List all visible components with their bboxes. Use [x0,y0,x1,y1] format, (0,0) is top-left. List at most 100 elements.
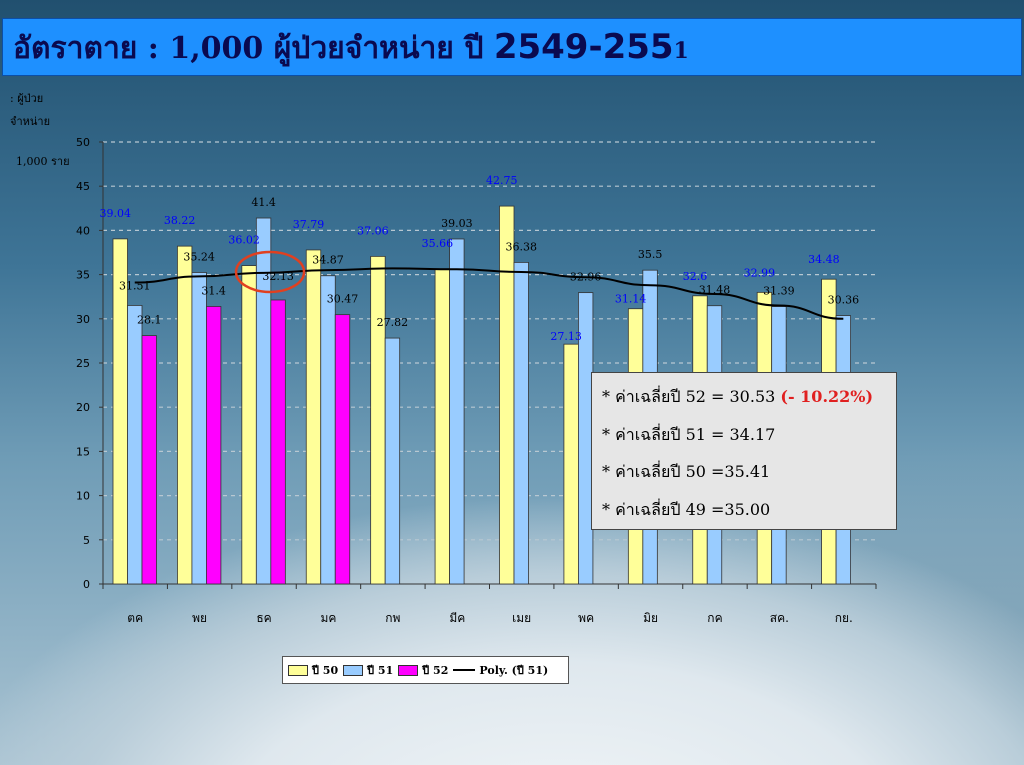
data-label: 27.82 [377,316,409,329]
bar-52-3 [334,314,351,585]
bar-51-1 [191,272,207,585]
legend-label: ปี 50 [312,664,339,677]
data-label: 35.66 [422,237,454,250]
data-label: 36.02 [228,234,260,247]
legend-item: ปี 50 [288,661,338,679]
legend-swatch [398,664,419,676]
bar-50-7 [563,343,579,585]
legend-label: ปี 52 [422,664,449,677]
data-label: 31.48 [699,284,731,297]
bar-51-0 [127,305,143,585]
y-tick-label: 10 [76,490,90,503]
data-label: 32.13 [262,270,294,283]
unit-label-line-1: : ผู้ป่วย [10,92,44,105]
data-label: 38.22 [164,214,196,227]
x-tick-label: กพ [385,611,400,625]
y-tick-label: 20 [76,401,90,414]
data-label: 28.1 [137,314,162,327]
bar-51-6 [513,262,529,585]
y-tick-label: 45 [76,180,90,193]
x-tick-label: ธค [256,611,271,625]
data-label: 31.4 [201,284,226,297]
data-label: 35.5 [638,248,663,261]
unit-label-line-3: 1,000 ราย [16,155,70,168]
bar-51-3 [320,275,336,585]
y-tick-label: 15 [76,445,90,458]
legend-item: Poly. (ปี 51) [453,661,548,679]
y-tick-label: 50 [76,136,90,149]
bar-50-3 [305,249,322,585]
bar-50-4 [370,255,386,585]
legend-item: ปี 52 [398,661,448,679]
y-tick-label: 35 [76,269,90,282]
title-bar: อัตราตาย : 1,000 ผู้ป่วยจำหน่าย ปี 2549-… [2,18,1022,76]
bar-52-1 [206,306,222,585]
x-tick-label: สค. [770,611,789,625]
legend-line-swatch [453,669,476,671]
legend-item: ปี 51 [343,661,393,679]
title-years: 2549-255 [493,27,674,67]
bar-50-5 [434,268,450,585]
bar-50-6 [499,205,515,585]
x-tick-label: มิย [643,611,658,625]
bar-50-1 [177,245,193,585]
data-label: 35.24 [183,250,215,263]
legend-label: Poly. (ปี 51) [479,664,549,677]
y-tick-label: 0 [83,578,90,591]
data-label: 37.79 [293,218,325,231]
data-label: 42.75 [486,174,518,187]
x-tick-label: พย [192,611,207,625]
title-suffix: 1 [673,38,689,64]
data-label: 32.96 [570,271,602,284]
average-label: * ค่าเฉลี่ยปี 50 =35.41 [602,462,771,481]
slide-title: อัตราตาย : 1,000 ผู้ป่วยจำหน่าย ปี 2549-… [13,27,689,71]
x-tick-label: ตค [127,611,143,625]
bar-51-4 [384,337,401,585]
average-change: (- 10.22%) [780,387,874,406]
averages-box: * ค่าเฉลี่ยปี 52 = 30.53 (- 10.22%) * ค่า… [591,372,897,530]
data-label: 32.99 [744,266,776,279]
data-label: 30.36 [828,294,860,307]
average-line-2: * ค่าเฉลี่ยปี 50 =35.41 [602,460,896,498]
bar-51-5 [449,238,465,585]
highlight-ellipse [234,250,306,294]
legend-swatch [343,664,364,676]
data-label: 31.39 [763,285,795,298]
bar-50-2 [241,265,257,585]
legend-label: ปี 51 [367,664,394,677]
bar-52-2 [270,299,286,585]
x-tick-label: กย. [835,611,853,625]
data-label: 39.04 [100,207,132,220]
data-label: 30.47 [327,293,359,306]
bar-52-0 [141,335,157,585]
average-label: * ค่าเฉลี่ยปี 51 = 34.17 [602,424,776,444]
data-label: 41.4 [251,196,276,209]
x-tick-label: มค [320,611,336,625]
data-label: 36.38 [506,240,538,253]
data-label: 34.48 [808,253,840,266]
data-label: 27.13 [550,330,582,343]
data-label: 31.14 [615,293,647,306]
x-tick-label: เมย [512,611,531,625]
chart-legend: ปี 50 ปี 51 ปี 52 Poly. (ปี 51) [282,656,569,684]
average-label: * ค่าเฉลี่ยปี 52 = 30.53 [602,387,781,406]
legend-swatch [288,664,308,676]
average-line-0: * ค่าเฉลี่ยปี 52 = 30.53 (- 10.22%) [602,385,896,423]
data-label: 31.51 [119,279,151,292]
data-label: 37.06 [357,224,389,237]
trend-line [134,267,844,320]
data-label: 34.87 [312,254,344,267]
average-label: * ค่าเฉลี่ยปี 49 =35.00 [602,499,771,519]
average-line-1: * ค่าเฉลี่ยปี 51 = 34.17 [602,423,896,461]
average-line-3: * ค่าเฉลี่ยปี 49 =35.00 [602,498,896,536]
unit-label-line-2: จำหน่าย [10,115,51,128]
x-tick-label: มีค [449,611,465,625]
y-tick-label: 40 [76,224,90,237]
x-tick-label: พค [578,611,594,625]
y-tick-label: 5 [83,534,90,547]
title-text: อัตราตาย : 1,000 ผู้ป่วยจำหน่าย ปี [13,31,494,66]
data-label: 39.03 [441,217,473,230]
y-tick-label: 30 [76,313,90,326]
y-tick-label: 25 [76,357,90,370]
